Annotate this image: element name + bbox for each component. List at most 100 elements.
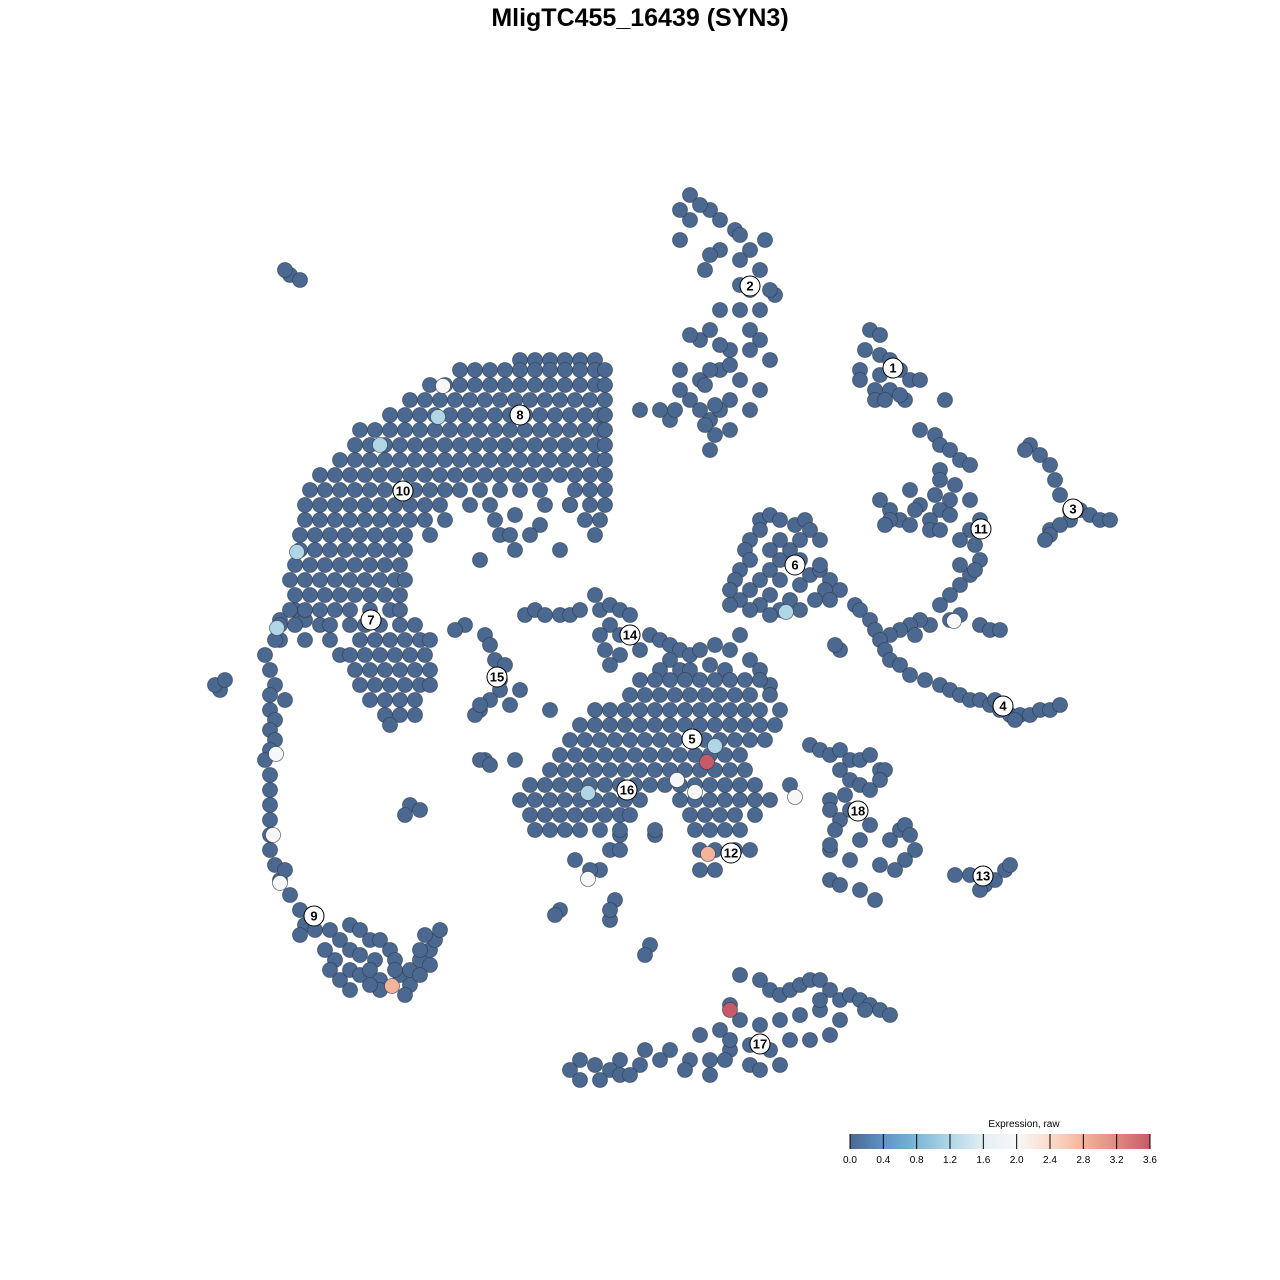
cell-point <box>347 437 363 453</box>
cell-point <box>587 762 603 778</box>
cell-point <box>722 762 738 778</box>
cell-point <box>837 787 853 803</box>
cluster-label-badge <box>972 865 994 887</box>
cell-point <box>387 467 403 483</box>
legend-tick-label: 3.2 <box>1110 1155 1124 1166</box>
cell-point <box>1052 517 1068 533</box>
expressing-cell-point <box>384 978 400 994</box>
cell-point <box>472 407 488 423</box>
cell-point <box>532 517 548 533</box>
cell-point <box>762 587 778 603</box>
cell-point <box>632 717 648 733</box>
expressing-cell-point <box>289 544 305 560</box>
cell-point <box>262 687 278 703</box>
cell-point <box>627 747 643 763</box>
cell-point <box>257 647 273 663</box>
cell-point <box>607 732 623 748</box>
cell-point <box>427 422 443 438</box>
cell-point <box>682 212 698 228</box>
cell-point <box>717 822 733 838</box>
cell-point <box>652 402 668 418</box>
cell-point <box>792 577 808 593</box>
cell-point <box>1052 487 1068 503</box>
cell-point <box>582 392 598 408</box>
cell-point <box>477 392 493 408</box>
cell-point <box>412 422 428 438</box>
cell-point <box>887 862 903 878</box>
cell-point <box>572 762 588 778</box>
cell-point <box>402 467 418 483</box>
cell-point <box>397 807 413 823</box>
cluster-label: 17 <box>753 1037 767 1052</box>
cell-point <box>542 362 558 378</box>
cell-point <box>537 777 553 793</box>
legend-tick-label: 2.4 <box>1043 1155 1057 1166</box>
cell-point <box>572 377 588 393</box>
cell-point <box>872 772 888 788</box>
cell-point <box>417 392 433 408</box>
cell-point <box>737 702 753 718</box>
cell-point <box>382 632 398 648</box>
cell-point <box>387 962 403 978</box>
expressing-cell-point <box>430 409 446 425</box>
cell-point <box>432 467 448 483</box>
cell-point <box>362 662 378 678</box>
cell-point <box>742 732 758 748</box>
cell-point <box>497 437 513 453</box>
cell-point <box>347 452 363 468</box>
cell-point <box>542 762 558 778</box>
cell-point <box>617 717 633 733</box>
cell-point <box>347 587 363 603</box>
cell-point <box>527 452 543 468</box>
cell-point <box>537 607 553 623</box>
expressing-cell-point <box>272 875 288 891</box>
cell-point <box>567 852 583 868</box>
cell-point <box>747 792 763 808</box>
cell-point <box>592 1072 608 1088</box>
cell-point <box>567 807 583 823</box>
cell-point <box>307 527 323 543</box>
cell-point <box>952 532 968 548</box>
cell-point <box>317 587 333 603</box>
cell-point <box>707 637 723 653</box>
cell-point <box>397 542 413 558</box>
cell-point <box>617 702 633 718</box>
cell-point <box>362 692 378 708</box>
cell-point <box>562 1062 578 1078</box>
cell-point <box>372 572 388 588</box>
cluster-label: 2 <box>746 279 753 294</box>
cell-point <box>637 1042 653 1058</box>
cell-point <box>927 487 943 503</box>
cell-point <box>577 732 593 748</box>
cell-point <box>572 1052 588 1068</box>
cell-point <box>677 672 693 688</box>
cell-point <box>722 642 738 658</box>
cell-point <box>362 977 378 993</box>
cell-point <box>442 422 458 438</box>
cell-point <box>992 622 1008 638</box>
cluster-label: 5 <box>688 732 695 747</box>
cell-point <box>382 422 398 438</box>
cell-point <box>372 497 388 513</box>
cell-point <box>952 577 968 593</box>
cell-point <box>342 602 358 618</box>
cell-point <box>647 672 663 688</box>
cell-point <box>742 342 758 358</box>
cell-point <box>577 407 593 423</box>
cell-point <box>327 467 343 483</box>
cell-point <box>732 747 748 763</box>
cell-point <box>712 212 728 228</box>
cell-point <box>637 687 653 703</box>
cell-point <box>722 672 738 688</box>
cell-point <box>542 702 558 718</box>
expressing-cell-point <box>946 613 962 629</box>
cell-point <box>557 377 573 393</box>
cell-point <box>587 702 603 718</box>
cell-point <box>507 752 523 768</box>
cell-point <box>902 482 918 498</box>
cell-point <box>337 527 353 543</box>
cell-point <box>487 407 503 423</box>
cell-point <box>577 422 593 438</box>
cell-point <box>727 807 743 823</box>
